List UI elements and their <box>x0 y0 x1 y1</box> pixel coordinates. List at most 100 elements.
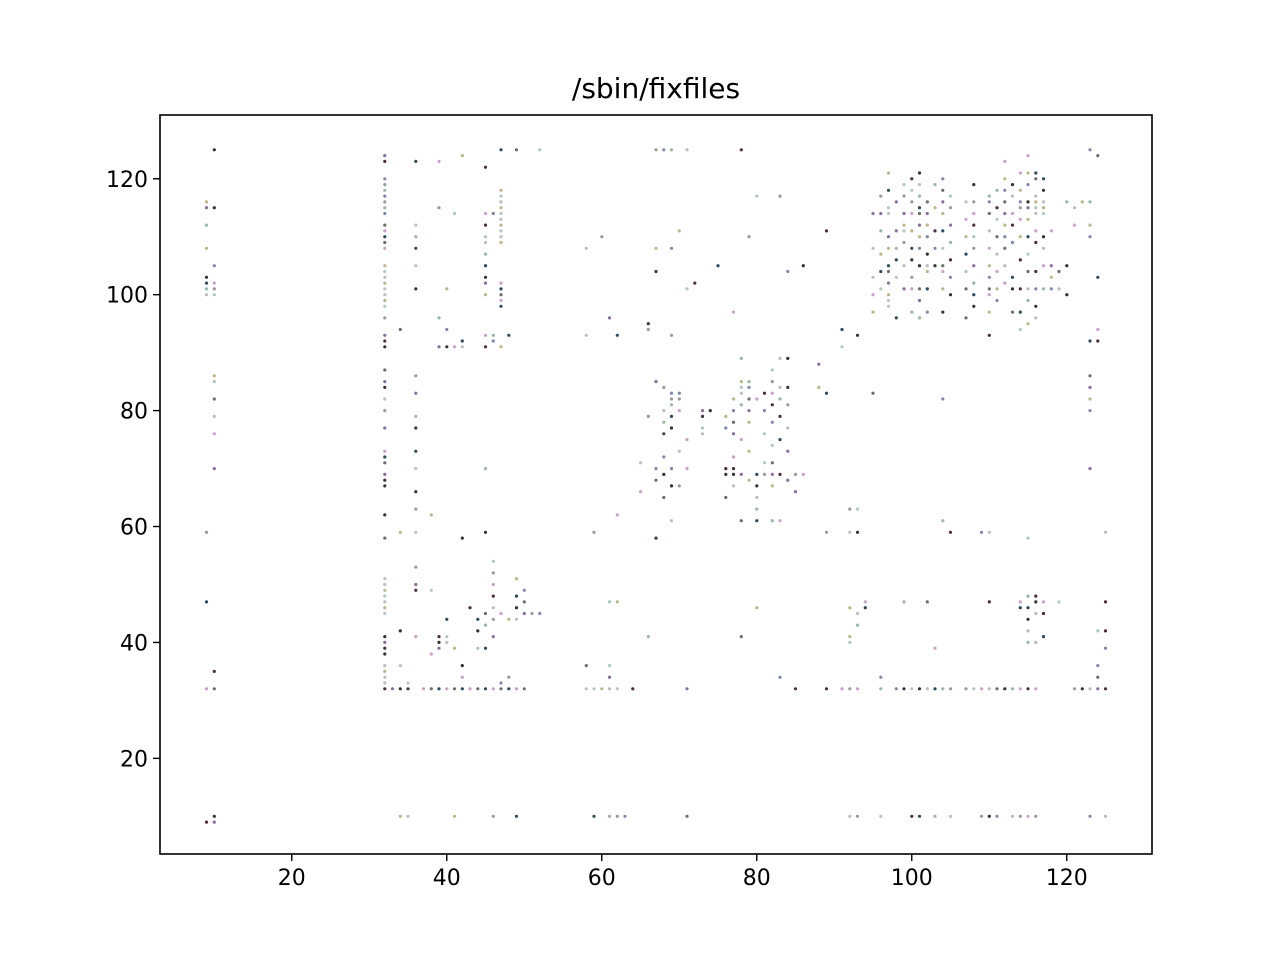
data-point <box>538 148 542 152</box>
data-point <box>1049 264 1053 268</box>
data-point <box>514 606 519 610</box>
data-point <box>204 206 209 210</box>
data-point <box>778 519 782 523</box>
data-point <box>1010 310 1015 314</box>
data-point <box>204 293 209 297</box>
data-point <box>941 310 945 314</box>
data-point <box>507 675 511 679</box>
data-point <box>910 200 914 204</box>
data-point <box>910 275 914 279</box>
data-point <box>886 264 891 268</box>
data-point <box>499 281 503 285</box>
data-point <box>460 339 464 343</box>
data-point <box>1018 600 1022 604</box>
data-point <box>414 159 418 163</box>
data-point <box>445 617 449 621</box>
data-point <box>677 397 681 401</box>
data-point <box>948 258 953 262</box>
data-point <box>437 345 441 349</box>
data-point <box>917 814 922 818</box>
data-point <box>886 304 891 308</box>
data-point <box>452 345 457 349</box>
data-point <box>910 246 914 250</box>
y-tick-label: 80 <box>120 400 148 425</box>
data-point <box>871 275 875 279</box>
data-point <box>948 206 953 210</box>
data-point <box>383 368 387 372</box>
data-point <box>948 814 953 818</box>
data-point <box>925 287 929 291</box>
data-point <box>972 281 976 285</box>
x-tick-label: 120 <box>1046 866 1088 891</box>
data-point <box>1026 287 1030 291</box>
data-point <box>654 478 658 482</box>
data-point <box>669 391 674 395</box>
data-point <box>1080 200 1084 204</box>
data-point <box>778 397 782 401</box>
data-point <box>840 327 844 332</box>
data-point <box>1088 687 1092 691</box>
data-point <box>452 687 457 691</box>
data-point <box>778 414 782 418</box>
data-point <box>995 188 999 192</box>
data-point <box>1041 177 1046 181</box>
data-point <box>762 409 767 413</box>
data-point <box>383 235 387 239</box>
data-point <box>948 293 953 297</box>
data-point <box>731 409 736 413</box>
data-point <box>786 269 790 274</box>
data-point <box>917 687 922 691</box>
data-point <box>522 687 526 691</box>
data-point <box>855 623 860 627</box>
data-point <box>483 281 488 285</box>
data-point <box>910 177 914 181</box>
data-point <box>662 420 666 424</box>
data-point <box>972 293 976 297</box>
data-point <box>383 264 387 268</box>
data-point <box>383 606 387 610</box>
data-point <box>491 211 495 216</box>
data-point <box>522 600 526 604</box>
data-point <box>414 449 418 453</box>
data-point <box>398 629 402 633</box>
data-point <box>972 687 976 691</box>
data-point <box>1088 223 1092 227</box>
data-point <box>941 188 945 192</box>
data-point <box>445 640 449 645</box>
data-point <box>677 449 681 453</box>
data-point <box>383 397 387 401</box>
data-point <box>1003 235 1007 239</box>
data-point <box>383 345 387 349</box>
data-point <box>437 640 441 645</box>
data-point <box>1003 188 1007 192</box>
data-point <box>623 814 627 818</box>
data-point <box>910 814 914 818</box>
data-point <box>824 229 829 233</box>
data-point <box>522 588 526 592</box>
data-point <box>964 252 968 256</box>
data-point <box>917 211 922 216</box>
data-point <box>483 252 488 256</box>
data-point <box>739 519 743 523</box>
data-point <box>1003 223 1007 227</box>
data-point <box>700 432 705 436</box>
data-point <box>886 269 891 274</box>
data-point <box>383 409 387 413</box>
x-tick-label: 20 <box>278 866 306 891</box>
data-point <box>685 814 689 818</box>
data-point <box>445 635 449 639</box>
data-point <box>398 687 402 691</box>
data-point <box>437 635 441 639</box>
data-point <box>1034 200 1038 204</box>
data-point <box>414 565 418 569</box>
data-point <box>662 148 666 152</box>
data-point <box>499 200 503 204</box>
data-point <box>1049 287 1053 291</box>
data-point <box>483 467 488 471</box>
data-point <box>383 536 387 540</box>
data-point <box>669 148 674 152</box>
data-point <box>1034 269 1038 274</box>
data-point <box>731 455 736 459</box>
data-point <box>1026 154 1030 158</box>
data-point <box>987 246 991 250</box>
